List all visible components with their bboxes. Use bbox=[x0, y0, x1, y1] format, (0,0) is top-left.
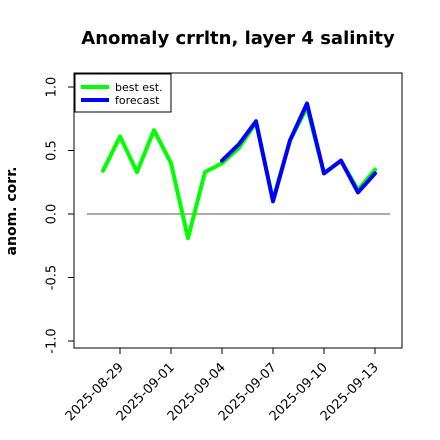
series-1-point bbox=[339, 159, 343, 163]
chart-title: Anomaly crrltn, layer 4 salinity bbox=[81, 28, 395, 49]
series-0-point bbox=[101, 169, 105, 173]
plot-frame bbox=[73, 72, 403, 349]
series-1-point bbox=[254, 119, 258, 123]
series-1-point bbox=[288, 138, 292, 142]
series-0-point bbox=[152, 128, 156, 132]
series-0-point bbox=[169, 161, 173, 165]
series-0-point bbox=[203, 170, 207, 174]
legend-box bbox=[74, 73, 172, 113]
legend: best est.forecast bbox=[74, 73, 172, 113]
series-1-point bbox=[220, 159, 224, 163]
series-1-point bbox=[305, 102, 309, 106]
y-tick-label: -1.0 bbox=[45, 328, 60, 353]
legend-label: forecast bbox=[115, 94, 160, 107]
series-1-point bbox=[373, 171, 377, 175]
series-0-point bbox=[135, 170, 139, 174]
series-0-point bbox=[373, 168, 377, 172]
y-axis-label: anom. corr. bbox=[4, 167, 20, 256]
series-1-point bbox=[271, 199, 275, 203]
series-line-0 bbox=[101, 105, 377, 241]
y-tick-label: 0.0 bbox=[45, 204, 60, 225]
series-1-point bbox=[322, 171, 326, 175]
series-1-point bbox=[356, 190, 360, 194]
y-tick-label: 0.5 bbox=[45, 140, 60, 161]
legend-label: best est. bbox=[115, 81, 163, 94]
y-tick-label: 1.0 bbox=[45, 77, 60, 98]
series-0-point bbox=[186, 236, 190, 240]
series-0-point bbox=[118, 135, 122, 139]
series-line-1 bbox=[220, 101, 377, 204]
series-1-point bbox=[237, 142, 241, 146]
y-tick-label: -0.5 bbox=[45, 265, 60, 290]
